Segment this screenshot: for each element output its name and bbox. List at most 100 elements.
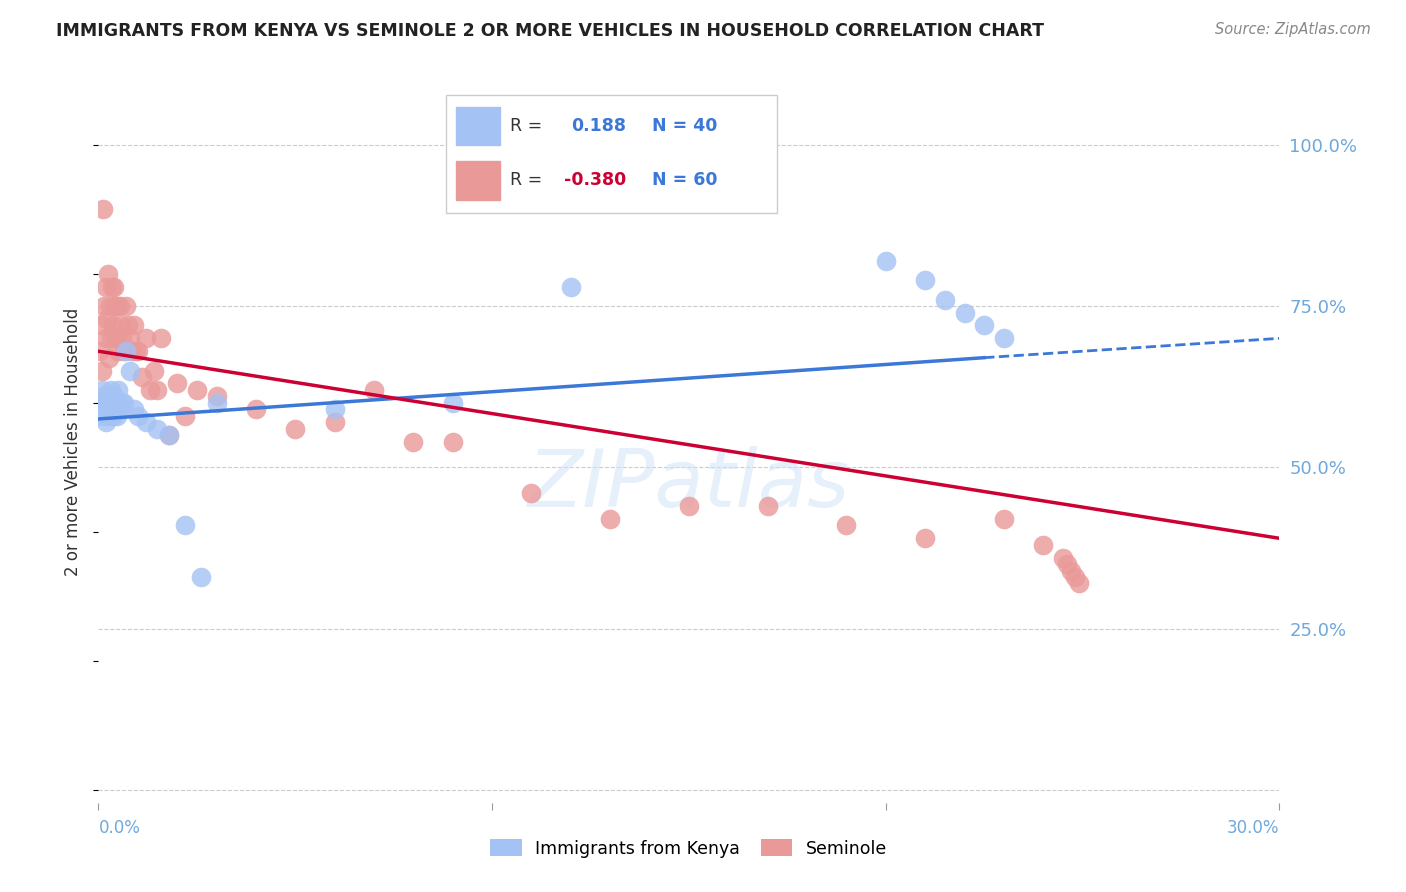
Point — [94, 331, 117, 345]
Point — [146, 422, 169, 436]
Point — [157, 428, 180, 442]
Point — [118, 363, 141, 377]
Point — [96, 312, 118, 326]
Point — [520, 486, 543, 500]
Point — [560, 279, 582, 293]
Point — [103, 279, 125, 293]
Point — [131, 370, 153, 384]
Point — [101, 396, 124, 410]
Point — [110, 318, 132, 333]
Point — [93, 299, 115, 313]
Point — [90, 363, 112, 377]
Point — [1052, 550, 1074, 565]
Text: 0.0%: 0.0% — [98, 819, 141, 837]
Y-axis label: 2 or more Vehicles in Household: 2 or more Vehicles in Household — [65, 308, 83, 575]
Point — [190, 570, 212, 584]
Point — [1063, 570, 1085, 584]
Point — [96, 279, 118, 293]
Point — [100, 383, 122, 397]
Point — [105, 396, 128, 410]
Point — [678, 499, 700, 513]
Point — [105, 409, 128, 423]
Point — [973, 318, 995, 333]
Point — [1060, 564, 1083, 578]
Point — [146, 383, 169, 397]
Point — [205, 396, 228, 410]
Point — [104, 299, 127, 313]
Point — [108, 299, 131, 313]
Text: 0.188: 0.188 — [571, 117, 626, 136]
Point — [363, 383, 385, 397]
Point — [186, 383, 208, 397]
Legend: Immigrants from Kenya, Seminole: Immigrants from Kenya, Seminole — [482, 830, 896, 866]
Text: N = 40: N = 40 — [652, 117, 717, 136]
Point — [599, 512, 621, 526]
Point — [174, 409, 197, 423]
Text: 30.0%: 30.0% — [1227, 819, 1279, 837]
Point — [111, 331, 134, 345]
Point — [323, 415, 346, 429]
Point — [122, 402, 145, 417]
Point — [1056, 557, 1078, 571]
Point — [117, 318, 139, 333]
Point — [1032, 538, 1054, 552]
Point — [138, 383, 160, 397]
Point — [91, 318, 114, 333]
Point — [94, 402, 117, 417]
Point — [441, 396, 464, 410]
Point — [993, 512, 1015, 526]
Point — [118, 331, 141, 345]
Point — [914, 531, 936, 545]
Text: R =: R = — [510, 171, 543, 189]
Point — [98, 402, 121, 417]
Point — [103, 409, 125, 423]
Bar — [457, 161, 501, 200]
Point — [127, 409, 149, 423]
Point — [98, 351, 121, 365]
Point — [993, 331, 1015, 345]
Point — [93, 389, 115, 403]
Point — [89, 344, 111, 359]
Point — [103, 389, 125, 403]
Point — [101, 279, 124, 293]
Bar — [457, 107, 501, 145]
Point — [115, 344, 138, 359]
Point — [100, 331, 122, 345]
Point — [91, 202, 114, 217]
Point — [108, 402, 131, 417]
Point — [245, 402, 267, 417]
Point — [105, 331, 128, 345]
Point — [96, 396, 118, 410]
Point — [97, 267, 120, 281]
Point — [103, 318, 125, 333]
Point — [284, 422, 307, 436]
Point — [157, 428, 180, 442]
Point — [111, 396, 134, 410]
Text: ZIPatlas: ZIPatlas — [527, 446, 851, 524]
Point — [174, 518, 197, 533]
Point — [125, 344, 148, 359]
Point — [135, 331, 157, 345]
Point — [127, 344, 149, 359]
Point — [96, 415, 118, 429]
Point — [402, 434, 425, 449]
Text: IMMIGRANTS FROM KENYA VS SEMINOLE 2 OR MORE VEHICLES IN HOUSEHOLD CORRELATION CH: IMMIGRANTS FROM KENYA VS SEMINOLE 2 OR M… — [56, 22, 1045, 40]
Point — [98, 299, 121, 313]
Text: N = 60: N = 60 — [652, 171, 717, 189]
Point — [756, 499, 779, 513]
FancyBboxPatch shape — [446, 95, 778, 213]
Point — [875, 254, 897, 268]
Text: Source: ZipAtlas.com: Source: ZipAtlas.com — [1215, 22, 1371, 37]
Point — [104, 402, 127, 417]
Point — [91, 409, 114, 423]
Point — [914, 273, 936, 287]
Point — [107, 344, 129, 359]
Point — [835, 518, 858, 533]
Point — [441, 434, 464, 449]
Point — [934, 293, 956, 307]
Point — [142, 363, 165, 377]
Point — [135, 415, 157, 429]
Point — [107, 383, 129, 397]
Point — [150, 331, 173, 345]
Point — [323, 402, 346, 417]
